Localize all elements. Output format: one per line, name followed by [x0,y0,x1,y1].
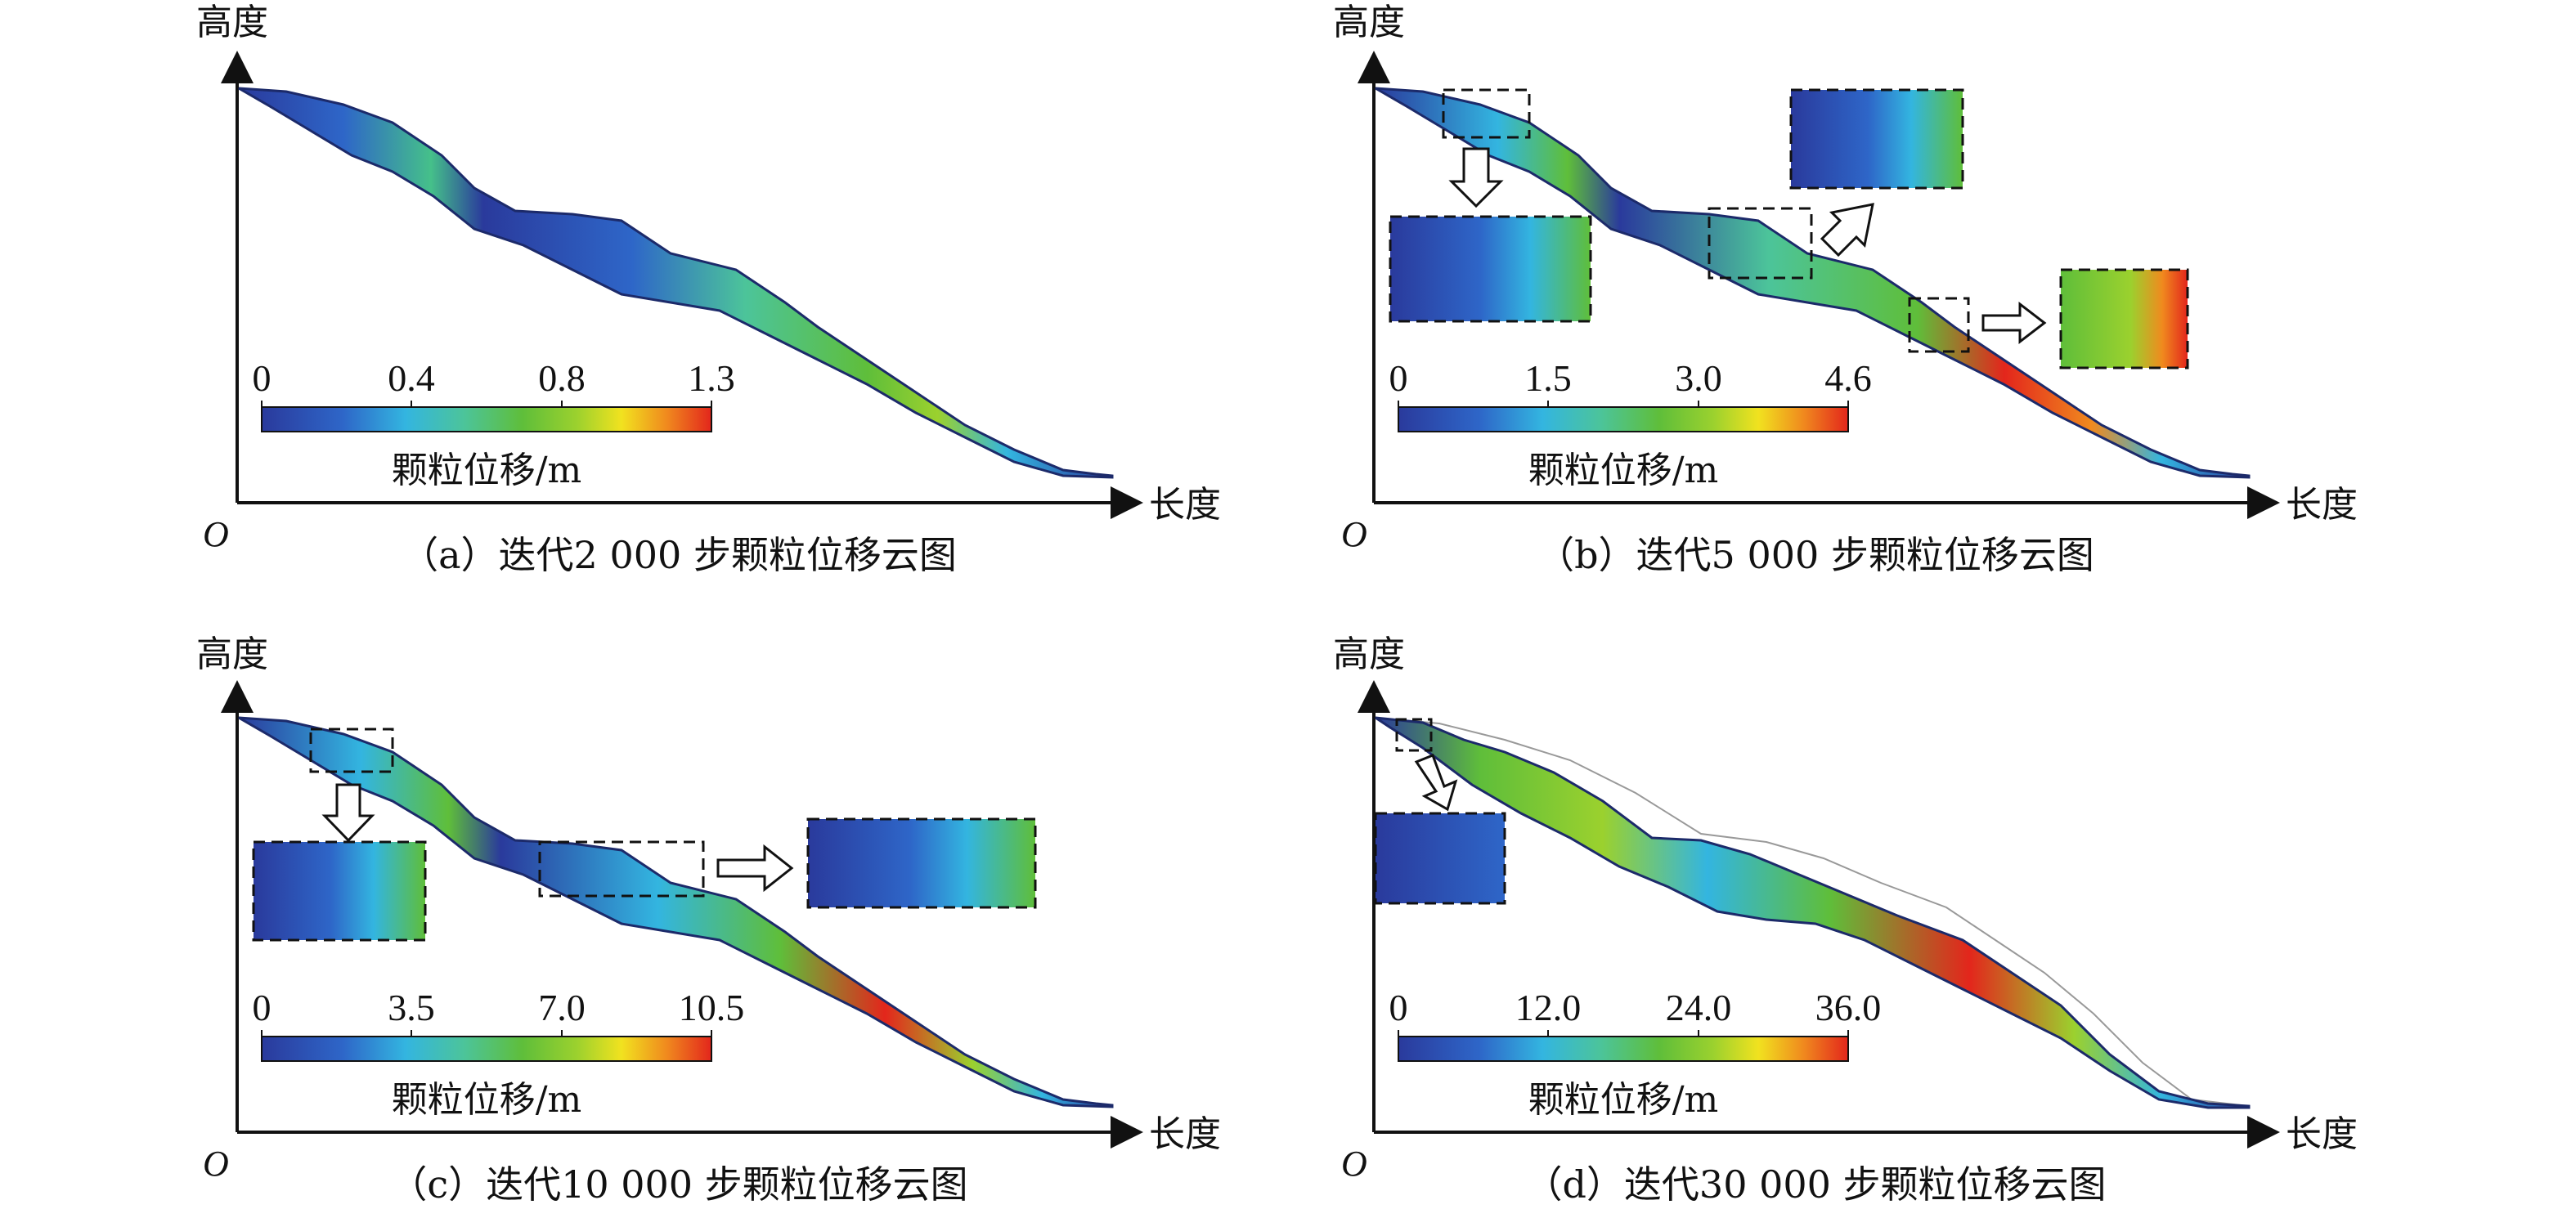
legend-title-c: 颗粒位移/m [392,1079,582,1121]
zoom-selection-b-3 [1908,297,1970,353]
caption-c: （c）迭代10 000 步颗粒位移云图 [389,1162,967,1207]
x-axis-label-a: 长度 [1149,484,1221,526]
caption-a: （a）迭代2 000 步颗粒位移云图 [401,533,957,577]
slope-body-b [1375,87,2251,479]
colorbar-d [1398,1036,1849,1062]
right-arrow-b [1981,301,2047,345]
legend-title-a: 颗粒位移/m [392,450,582,491]
panel-d: 高度 长度 O 0 12.0 24.0 36.0 颗粒位移/m （d）迭代30 … [1333,634,2358,1207]
colorbar-label-b-2: 3.0 [1675,357,1722,399]
caption-d: （d）迭代30 000 步颗粒位移云图 [1524,1162,2106,1207]
slope-original-outline-d [1375,717,2242,1106]
caption-b: （b）迭代5 000 步颗粒位移云图 [1537,533,2094,577]
colorbar-label-c-1: 3.5 [388,987,435,1028]
x-axis-label-b: 长度 [2286,484,2358,526]
colorbar-label-d-1: 12.0 [1515,987,1582,1028]
panel-b: 高度 长度 O 0 1.5 3.0 4.6 颗粒位移/m （b）迭代5 000 … [1333,2,2358,577]
zoom-selection-c-1 [309,728,394,773]
slope-body-a [238,87,1114,479]
down-arrow-c [321,783,375,843]
zoom-panel-d-1 [1374,812,1506,905]
y-axis-label-c: 高度 [196,634,268,675]
zoom-panel-b-1 [1389,215,1592,323]
colorbar-label-d-3: 36.0 [1815,987,1882,1028]
zoom-panel-c-2 [806,817,1037,909]
zoom-panel-b-2 [1789,88,1964,190]
zoom-panel-b-3 [2059,268,2189,369]
colorbar-label-c-3: 10.5 [679,987,745,1028]
zoom-selection-b-1 [1442,88,1531,139]
colorbar-label-a-3: 1.3 [688,357,735,399]
zoom-selection-d-1 [1395,718,1433,752]
up-right-arrow-b [1820,203,1874,257]
origin-label-d: O [1341,1144,1367,1184]
panel-a: 高度 长度 O 0 0.4 0.8 1.3 颗粒位移/m （a）迭代2 000 … [196,2,1221,577]
colorbar-label-b-0: 0 [1389,357,1408,399]
panel-c: 高度 长度 O 0 3.5 7.0 10.5 颗粒位移/m （c）迭代10 00… [196,634,1221,1207]
slope-body-d [1375,716,2251,1109]
y-axis-label-b: 高度 [1333,2,1405,43]
origin-label-a: O [203,514,229,554]
right-arrow-c [716,844,794,893]
colorbar-c [261,1036,712,1062]
colorbar-a [261,406,712,432]
colorbar-label-c-0: 0 [253,987,272,1028]
colorbar-label-d-2: 24.0 [1666,987,1732,1028]
colorbar-label-a-1: 0.4 [388,357,435,399]
colorbar-label-b-1: 1.5 [1524,357,1572,399]
colorbar-label-a-0: 0 [253,357,272,399]
zoom-selection-c-2 [538,840,705,898]
zoom-panel-c-1 [252,840,427,942]
colorbar-b [1398,406,1849,432]
down-arrow-b [1448,147,1504,208]
origin-label-c: O [203,1144,229,1184]
zoom-selection-b-2 [1708,207,1813,280]
down-arrow-d [1414,754,1458,812]
legend-title-b: 颗粒位移/m [1528,450,1719,491]
colorbar-label-c-2: 7.0 [538,987,586,1028]
y-axis-label-a: 高度 [196,2,268,43]
colorbar-label-b-3: 4.6 [1824,357,1872,399]
colorbar-label-d-0: 0 [1389,987,1408,1028]
colorbar-label-a-2: 0.8 [538,357,586,399]
origin-label-b: O [1341,514,1367,554]
x-axis-label-d: 长度 [2286,1113,2358,1155]
x-axis-label-c: 长度 [1149,1113,1221,1155]
legend-title-d: 颗粒位移/m [1528,1079,1719,1121]
y-axis-label-d: 高度 [1333,634,1405,675]
